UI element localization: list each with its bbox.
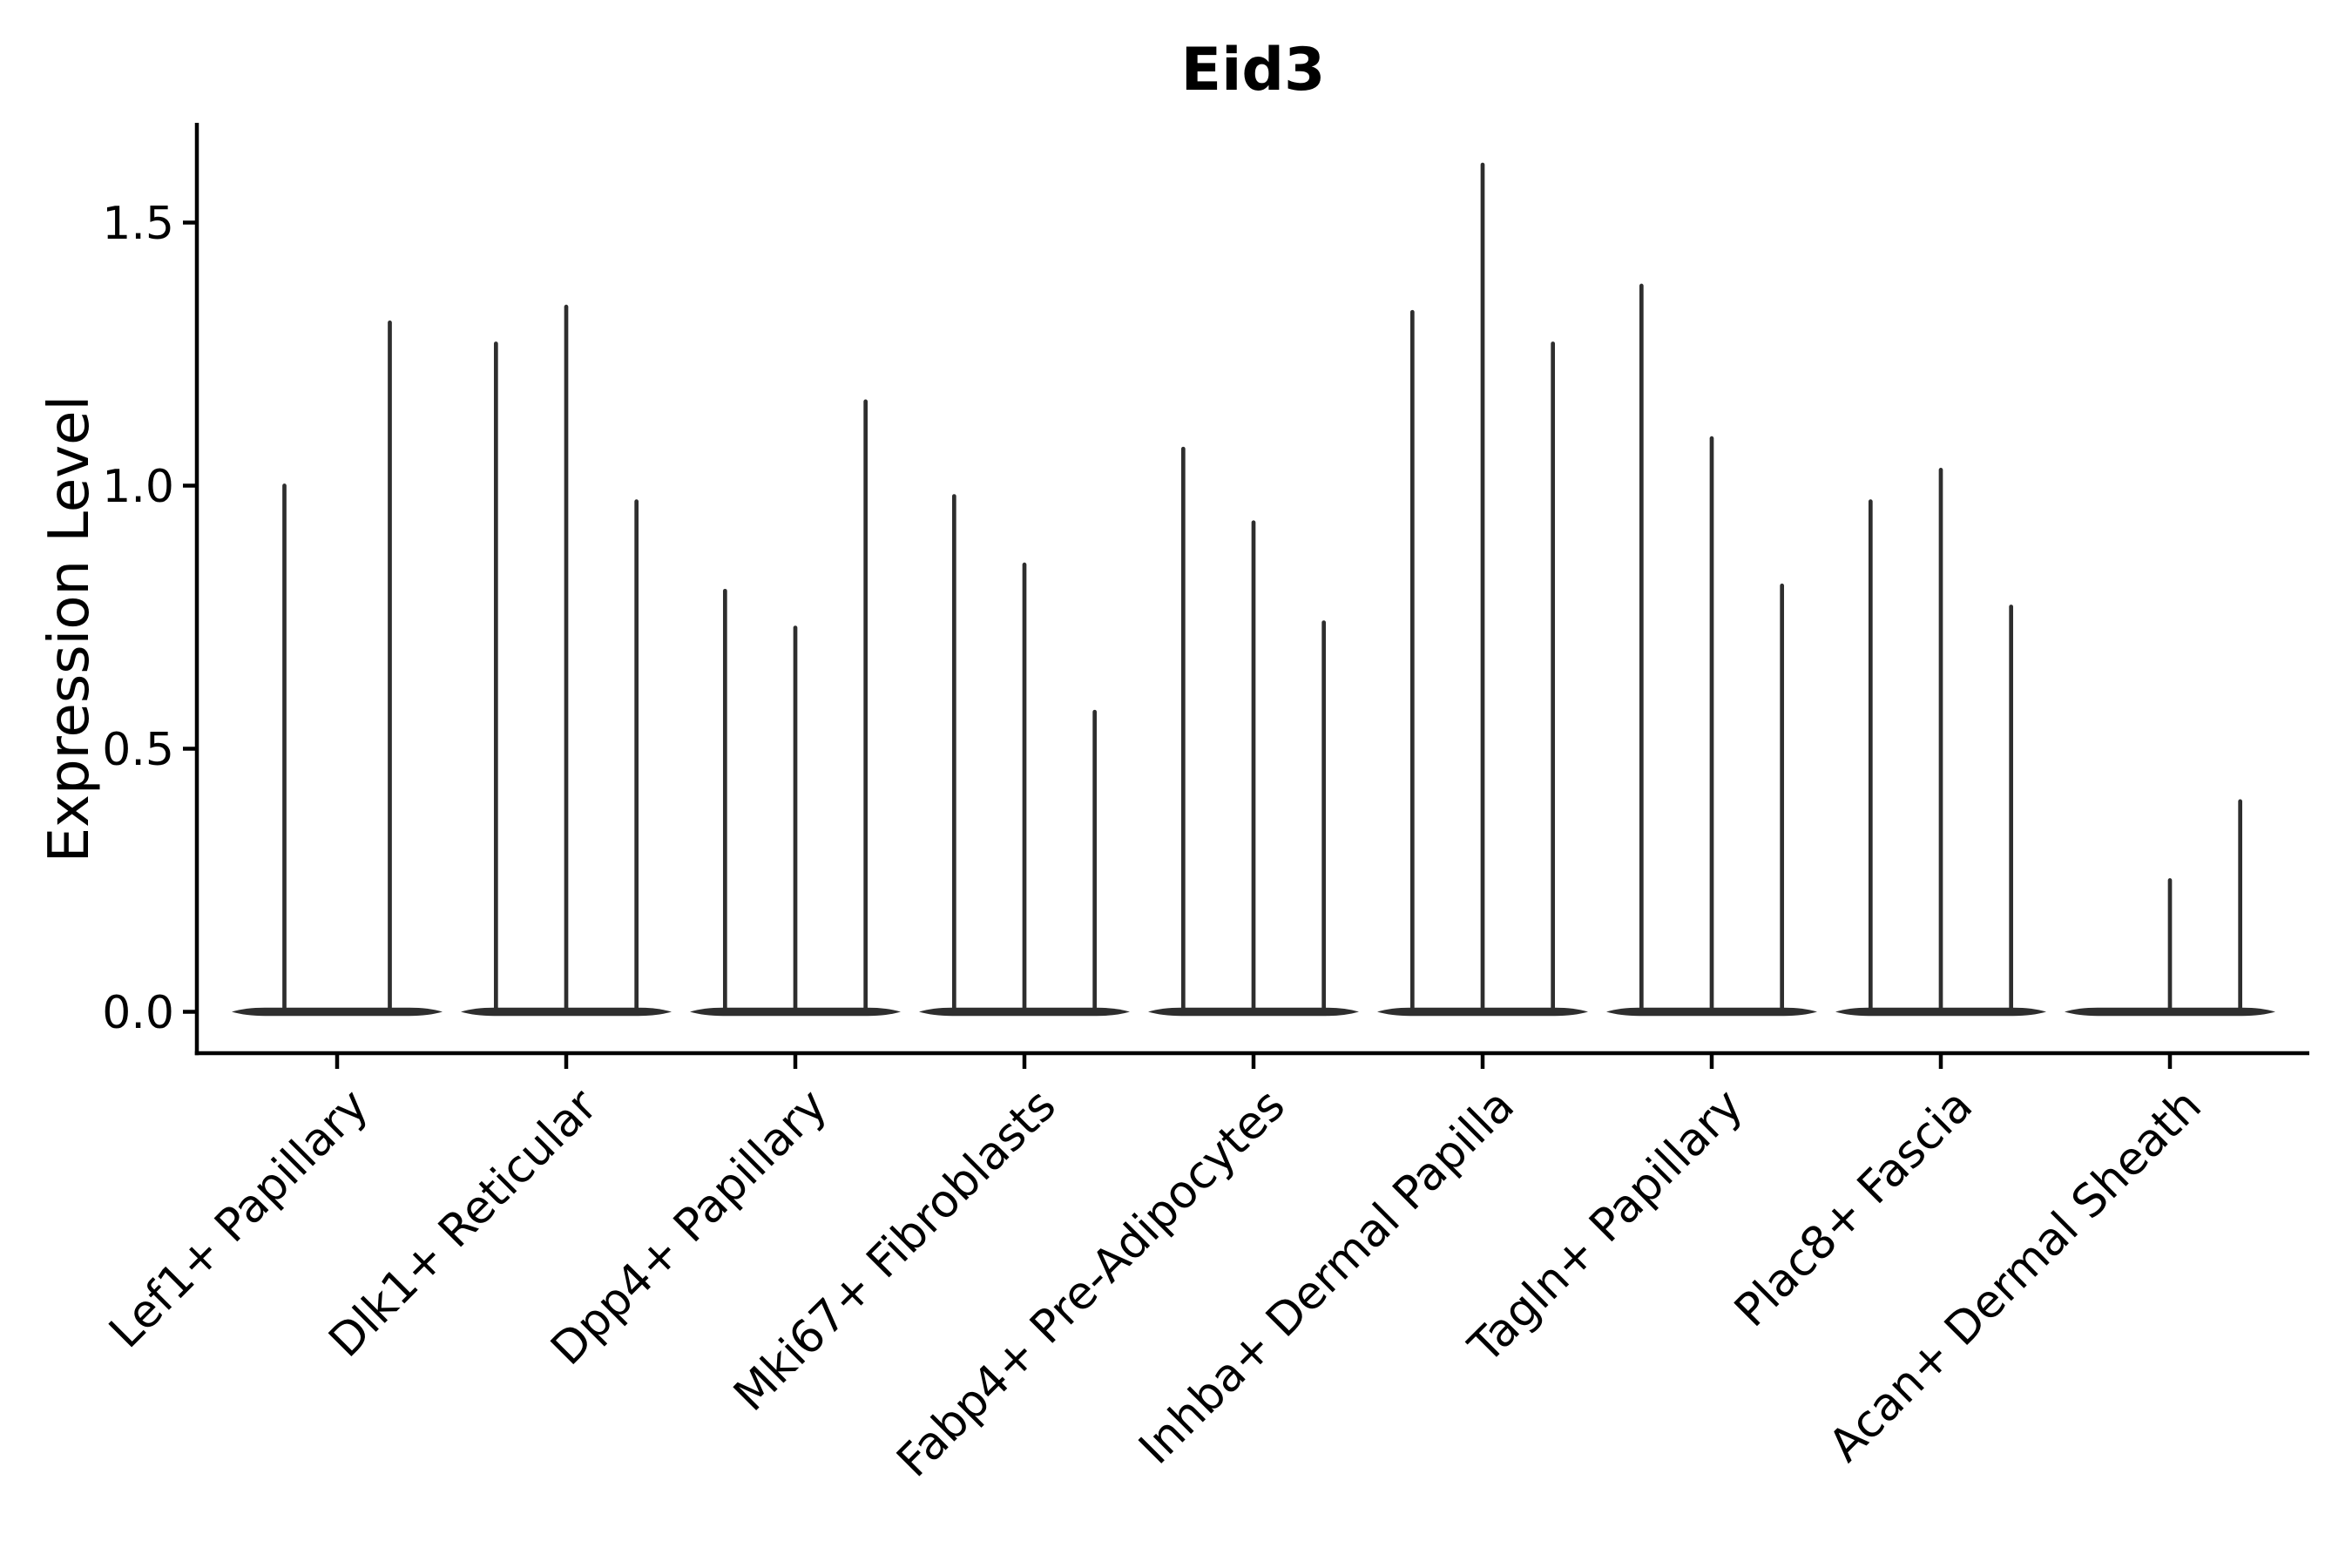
violin-group bbox=[2065, 799, 2275, 1017]
violin-base bbox=[232, 1007, 443, 1017]
y-tick-label: 1.0 bbox=[102, 461, 174, 513]
y-tick-label: 0.5 bbox=[102, 724, 174, 776]
plot-title: Eid3 bbox=[1180, 36, 1326, 105]
violin-group bbox=[1377, 162, 1588, 1017]
violin-group bbox=[1835, 468, 2046, 1017]
violin-group bbox=[232, 320, 443, 1017]
y-tick-label: 1.5 bbox=[102, 198, 174, 250]
violin-group bbox=[919, 494, 1130, 1017]
y-tick-label: 0.0 bbox=[102, 987, 174, 1039]
violin-group bbox=[1148, 446, 1359, 1017]
violin-group bbox=[461, 304, 672, 1017]
violin-group bbox=[1606, 283, 1817, 1017]
violin-group bbox=[690, 399, 901, 1017]
